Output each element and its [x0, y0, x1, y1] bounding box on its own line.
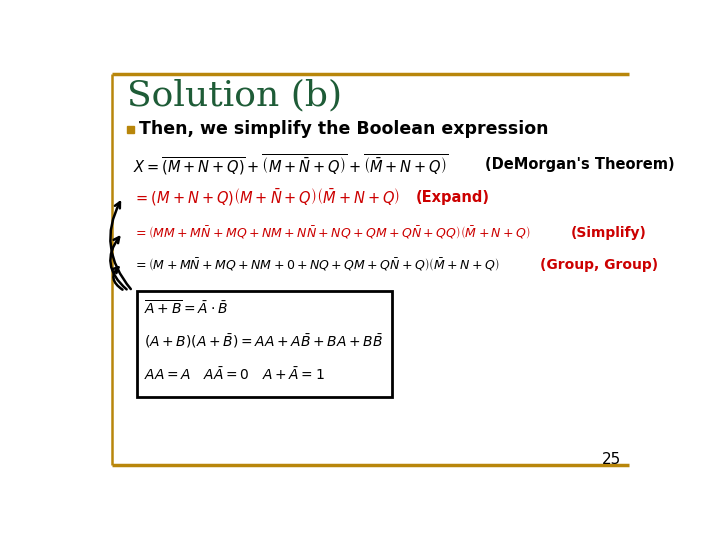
Text: Solution (b): Solution (b): [127, 79, 342, 113]
Text: (Group, Group): (Group, Group): [539, 258, 657, 272]
Text: (Simplify): (Simplify): [570, 226, 647, 240]
Text: $\left(A+B\right)\left(A+\bar{B}\right)=AA+A\bar{B}+BA+B\bar{B}$: $\left(A+B\right)\left(A+\bar{B}\right)=…: [144, 332, 383, 350]
Text: $X = \overline{\left(M+N+Q\right)}+\overline{\left(M+\bar{N}+Q\right)}+\overline: $X = \overline{\left(M+N+Q\right)}+\over…: [132, 152, 448, 178]
Text: Then, we simplify the Boolean expression: Then, we simplify the Boolean expression: [139, 120, 549, 138]
Text: $AA=A\quad A\bar{A}=0\quad A+\bar{A}=1$: $AA=A\quad A\bar{A}=0\quad A+\bar{A}=1$: [144, 366, 325, 383]
Text: $\overline{A+B}=\bar{A}\cdot\bar{B}$: $\overline{A+B}=\bar{A}\cdot\bar{B}$: [144, 299, 228, 318]
Text: (Expand): (Expand): [415, 190, 490, 205]
Text: $=\left(M+M\bar{N}+MQ+NM+0+NQ+QM+Q\bar{N}+Q\right)\left(\bar{M}+N+Q\right)$: $=\left(M+M\bar{N}+MQ+NM+0+NQ+QM+Q\bar{N…: [132, 256, 499, 273]
Bar: [127, 126, 134, 132]
Text: $=\left(MM+M\bar{N}+MQ+NM+N\bar{N}+NQ+QM+Q\bar{N}+QQ\right)\left(\bar{M}+N+Q\rig: $=\left(MM+M\bar{N}+MQ+NM+N\bar{N}+NQ+QM…: [132, 224, 531, 241]
Bar: [137, 291, 392, 397]
Text: 25: 25: [602, 451, 621, 467]
Text: (DeMorgan's Theorem): (DeMorgan's Theorem): [485, 157, 675, 172]
Text: $=(M+N+Q)\left(M+\bar{N}+Q\right)\left(\bar{M}+N+Q\right)$: $=(M+N+Q)\left(M+\bar{N}+Q\right)\left(\…: [132, 187, 400, 208]
